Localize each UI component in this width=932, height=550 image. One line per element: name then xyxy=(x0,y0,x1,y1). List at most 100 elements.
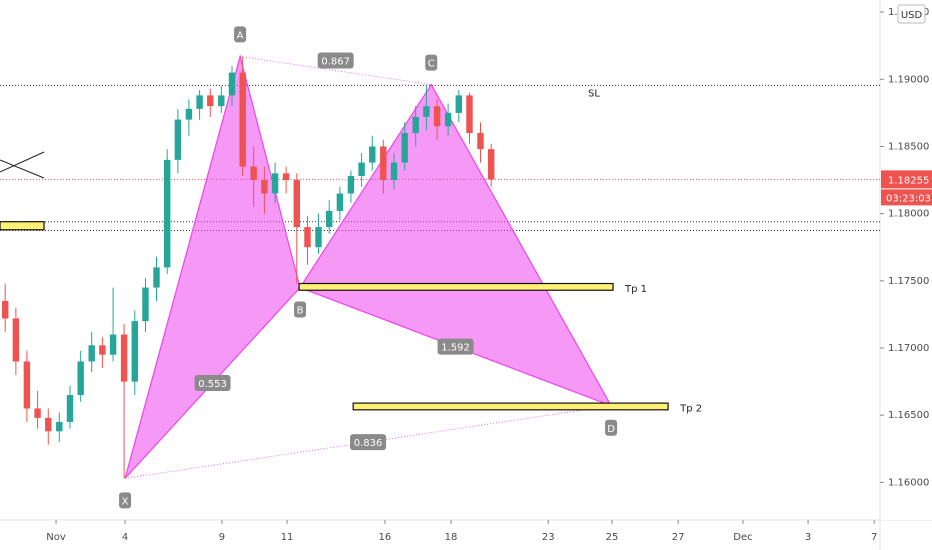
price-tag-label: 1.18255 xyxy=(888,175,929,186)
candle-body xyxy=(109,334,117,355)
x-tick-label: 7 xyxy=(871,532,877,543)
point-label: A xyxy=(237,30,244,41)
y-tick-label: 1.16000 xyxy=(888,477,929,488)
candle-body xyxy=(261,180,268,194)
candle-body xyxy=(455,95,462,113)
ratio-label: 1.592 xyxy=(441,343,470,354)
point-label: C xyxy=(428,59,435,70)
drawing-line xyxy=(0,159,45,179)
zones: Tp 1 Tp 2 xyxy=(0,221,702,414)
x-tick-label: 18 xyxy=(445,532,458,543)
candle-body xyxy=(390,162,398,181)
y-tick-label: 1.19000 xyxy=(888,74,929,85)
candle-body xyxy=(163,159,171,268)
candle-body xyxy=(56,421,63,432)
candle-body xyxy=(271,173,279,194)
countdown-label: 03:23:03 xyxy=(886,193,931,204)
x-tick-label: 4 xyxy=(122,532,128,543)
currency-label[interactable]: USD xyxy=(901,10,923,21)
candle-body xyxy=(336,193,344,211)
y-tick-label: 1.18000 xyxy=(888,209,929,220)
candle-body xyxy=(34,408,41,418)
candle-body xyxy=(99,345,106,355)
ratio-label: 0.867 xyxy=(321,57,350,68)
point-badge xyxy=(294,301,307,318)
candle-body xyxy=(239,72,246,167)
x-tick-label: 9 xyxy=(219,532,225,543)
candle-body xyxy=(12,318,20,362)
candle-body xyxy=(433,106,441,127)
point-badge xyxy=(605,419,618,436)
y-tick-label: 1.17500 xyxy=(888,276,929,287)
x-tick-label: 16 xyxy=(379,532,392,543)
target-zone xyxy=(0,221,45,231)
candle-body xyxy=(477,133,484,150)
candle-body xyxy=(207,95,214,107)
candle-body xyxy=(228,72,236,96)
candle-body xyxy=(358,162,365,177)
x-tick-label: 11 xyxy=(281,532,294,543)
candle-body xyxy=(1,300,9,319)
candle-body xyxy=(218,95,225,107)
x-tick-label: 25 xyxy=(606,532,619,543)
x-tick-label: Dec xyxy=(733,532,752,543)
level-label: SL xyxy=(588,88,600,99)
candle-body xyxy=(369,146,376,163)
candle-body xyxy=(142,287,149,322)
candle-body xyxy=(131,321,138,382)
candle-body xyxy=(185,108,193,120)
candle-body xyxy=(423,106,430,117)
candle-body xyxy=(88,345,95,362)
x-tick-label: 27 xyxy=(672,532,685,543)
candle-body xyxy=(174,119,182,160)
point-badge xyxy=(234,26,247,43)
zone-label: Tp 1 xyxy=(624,284,647,295)
ratio-label: 0.553 xyxy=(198,379,227,390)
candle-body xyxy=(466,95,473,134)
point-badge xyxy=(119,492,132,509)
target-zone xyxy=(298,282,614,291)
drawing-line xyxy=(0,151,45,173)
candle-body xyxy=(401,133,408,163)
ratio-badge xyxy=(350,434,387,451)
x-tick-label: 3 xyxy=(805,532,811,543)
candle-body xyxy=(66,395,74,422)
candle-body xyxy=(293,180,300,228)
pattern-dotted-line xyxy=(240,56,432,86)
x-tick-label: Nov xyxy=(46,532,66,543)
price-axis-bg xyxy=(881,0,932,520)
zone-label: Tp 2 xyxy=(679,403,702,414)
x-tick-label: 23 xyxy=(542,532,555,543)
point-label: D xyxy=(607,424,615,435)
ratio-badge xyxy=(317,52,354,69)
candle-body xyxy=(487,149,495,180)
y-tick-label: 1.17000 xyxy=(888,343,929,354)
candle-body xyxy=(45,417,52,432)
point-label: B xyxy=(297,306,304,317)
candle-body xyxy=(304,227,311,248)
currency-box xyxy=(897,4,926,24)
point-badge xyxy=(425,54,438,71)
price-tag xyxy=(881,170,932,189)
candle-body xyxy=(412,116,419,134)
candle-body xyxy=(315,227,322,248)
y-tick-label: 1.18500 xyxy=(888,141,929,152)
target-zone xyxy=(352,402,669,411)
candle-body xyxy=(153,267,160,288)
pattern-dotted-line xyxy=(125,405,612,479)
ratio-label: 0.836 xyxy=(354,438,383,449)
candle-body xyxy=(196,95,203,109)
candle-body xyxy=(325,210,333,228)
candle-body xyxy=(77,361,84,396)
candle-body xyxy=(282,173,290,181)
candle-body xyxy=(347,176,355,194)
y-tick-label: 1.16500 xyxy=(888,410,929,421)
ratio-badge xyxy=(194,374,231,391)
point-label: X xyxy=(122,496,129,507)
candle-body xyxy=(444,112,452,127)
candle-body xyxy=(120,334,128,382)
countdown-tag xyxy=(881,189,932,206)
candle-body xyxy=(23,361,31,409)
candle-body xyxy=(380,146,387,181)
